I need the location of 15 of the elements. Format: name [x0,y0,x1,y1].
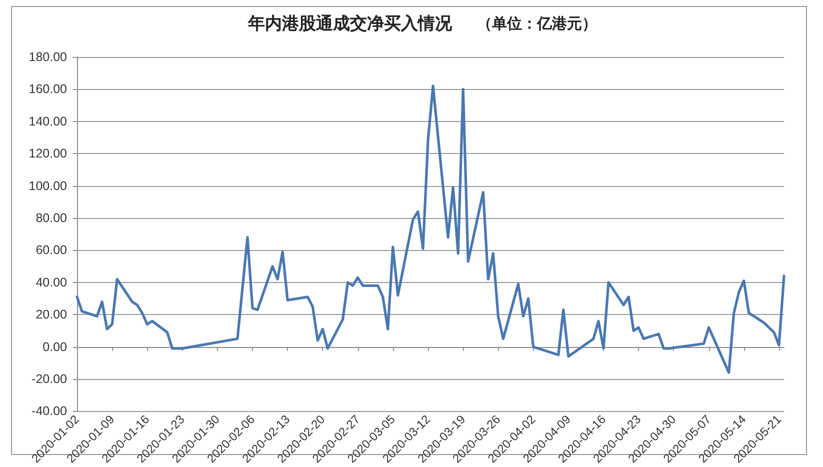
y-tick-label: 40.00 [36,275,68,290]
y-tick-label: 0.00 [42,340,68,354]
y-tick-label: 20.00 [36,308,68,322]
chart-subtitle: （单位：亿港元） [477,16,597,32]
y-tick-label: -40.00 [32,404,68,418]
y-tick-label: 140.00 [28,114,68,128]
y-tick-label: 60.00 [36,243,68,258]
y-tick-label: 160.00 [28,82,68,96]
line-series [76,84,786,374]
y-tick-label: 180.00 [28,50,68,64]
y-tick-label: 100.00 [28,178,68,193]
y-tick-label: -20.00 [32,372,68,386]
y-tick-label: 120.00 [28,146,68,161]
chart-title: 年内港股通成交净买入情况 [247,14,453,33]
y-tick-label: 80.00 [36,211,68,226]
